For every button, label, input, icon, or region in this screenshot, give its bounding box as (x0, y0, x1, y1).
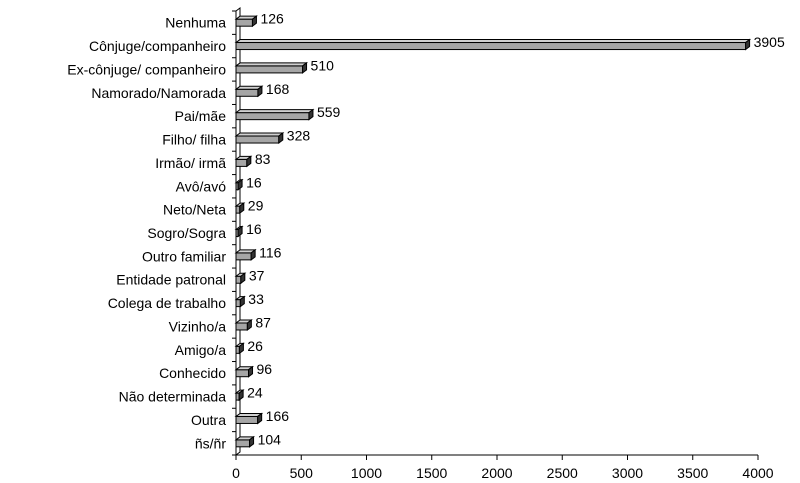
bar (234, 389, 245, 402)
bar (234, 412, 264, 425)
value-label: 24 (247, 385, 263, 401)
bar (234, 132, 285, 145)
category-label: Sogro/Sogra (147, 225, 226, 241)
value-label: 126 (260, 11, 284, 27)
value-label: 104 (258, 431, 282, 447)
value-label: 559 (317, 104, 341, 120)
bar (234, 342, 245, 355)
plot-area: 0 500 1000 1500 2000 2500 3000 3500 4000 Nenhuma 1… (67, 7, 785, 481)
value-label: 26 (247, 338, 263, 354)
category-label: Avô/avó (176, 178, 227, 194)
bar (234, 295, 246, 308)
bar (234, 178, 244, 191)
category-label: Entidade patronal (116, 272, 226, 288)
x-tick-label: 3500 (677, 465, 708, 481)
category-label: Não determinada (119, 389, 227, 405)
x-tick-label: 0 (232, 465, 240, 481)
x-tick-label: 4000 (742, 465, 773, 481)
value-label: 87 (255, 314, 271, 330)
value-label: 96 (257, 361, 273, 377)
category-label: Neto/Neta (163, 202, 226, 218)
category-label: Ex-cônjuge/ companheiro (67, 61, 226, 77)
bar (234, 435, 256, 448)
value-label: 16 (246, 174, 262, 190)
category-label: Amigo/a (175, 342, 227, 358)
category-label: Irmão/ irmã (155, 155, 226, 171)
value-label: 16 (246, 221, 262, 237)
category-label: Colega de trabalho (108, 295, 227, 311)
bar (234, 272, 247, 285)
value-label: 37 (249, 268, 265, 284)
bar (234, 155, 253, 168)
x-tick-label: 1000 (351, 465, 382, 481)
bar (234, 61, 309, 74)
bar (234, 85, 264, 98)
bar (234, 202, 246, 215)
category-label: Filho/ filha (162, 132, 226, 148)
category-label: Namorado/Namorada (91, 85, 226, 101)
bar (234, 108, 315, 121)
bar (234, 38, 752, 51)
value-label: 3905 (754, 34, 785, 50)
category-label: Outro familiar (142, 248, 226, 264)
x-tick-label: 2500 (547, 465, 578, 481)
value-label: 33 (248, 291, 264, 307)
category-label: Vizinho/a (169, 318, 227, 334)
x-tick-label: 500 (290, 465, 314, 481)
category-label: ñs/ñr (195, 435, 226, 451)
x-tick-label: 2000 (481, 465, 512, 481)
bar (234, 365, 255, 378)
value-label: 29 (248, 198, 264, 214)
bar (234, 15, 258, 28)
value-label: 168 (266, 81, 290, 97)
x-tick-label: 1500 (416, 465, 447, 481)
x-tick-label: 3000 (612, 465, 643, 481)
category-label: Pai/mãe (175, 108, 227, 124)
value-label: 166 (266, 408, 290, 424)
category-label: Cônjuge/companheiro (89, 38, 226, 54)
category-label: Conhecido (159, 365, 226, 381)
value-label: 83 (255, 151, 271, 167)
value-label: 116 (259, 244, 282, 260)
bar (234, 318, 253, 331)
category-label: Nenhuma (165, 15, 226, 31)
value-label: 510 (311, 57, 335, 73)
bar (234, 248, 257, 261)
category-label: Outra (191, 412, 226, 428)
bar (234, 225, 244, 238)
value-label: 328 (287, 128, 311, 144)
